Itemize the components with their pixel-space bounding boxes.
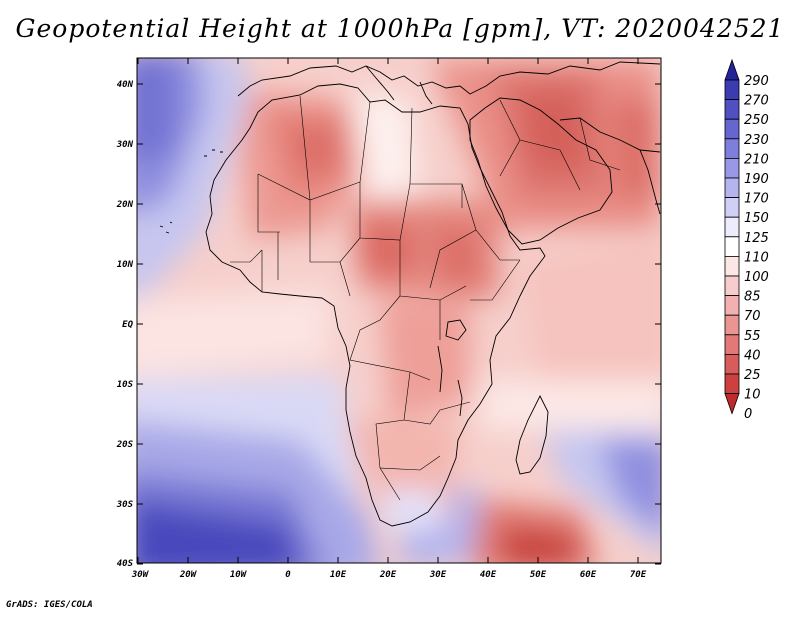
colorbar-segment	[724, 373, 740, 395]
colorbar-segment	[724, 197, 740, 218]
lat-label: EQ	[122, 320, 133, 330]
colorbar-segment	[724, 99, 740, 120]
italy-coastline	[365, 65, 395, 101]
lon-label: 30W	[131, 570, 150, 580]
colorbar-label: 270	[744, 94, 769, 109]
cape-verde	[159, 221, 173, 234]
lon-label: 20W	[179, 570, 198, 580]
colorbar-label: 10	[744, 388, 761, 403]
colorbar-segment	[724, 334, 740, 355]
colorbar-label: 55	[744, 329, 761, 344]
europe-coastline	[237, 61, 661, 97]
colorbar-label: 190	[744, 172, 769, 187]
lat-label: 30S	[116, 500, 134, 510]
lon-label: 70E	[630, 570, 647, 580]
colorbar-label: 110	[744, 250, 769, 265]
colorbar-label: 170	[744, 192, 769, 207]
lake-victoria	[445, 319, 467, 341]
lon-label: 50E	[530, 570, 547, 580]
lon-label: 40E	[480, 570, 497, 580]
credit-text: GrADS: IGES/COLA	[6, 600, 93, 610]
africa-coastline	[205, 83, 546, 527]
plot-frame	[136, 57, 662, 564]
colorbar: 2902702502302101901701501251101008570554…	[724, 58, 769, 422]
lat-label: 20N	[116, 200, 134, 210]
country-borders	[230, 95, 621, 501]
colorbar-segment	[724, 177, 740, 199]
colorbar-segment	[724, 275, 740, 297]
colorbar-segment	[724, 79, 740, 101]
colorbar-segment	[724, 255, 740, 277]
lon-label: 30E	[429, 570, 447, 580]
lon-label: 20E	[379, 570, 397, 580]
lat-label: 40S	[117, 559, 134, 569]
colorbar-label: 100	[744, 270, 769, 285]
colorbar-max-arrow	[724, 58, 740, 81]
lon-label: 10E	[330, 570, 347, 580]
lon-label: 10W	[230, 570, 248, 580]
colorbar-segment	[724, 314, 740, 336]
colorbar-segment	[724, 353, 740, 375]
lon-label: 0	[285, 570, 291, 580]
lat-label: 20S	[116, 440, 134, 450]
colorbar-label: 150	[744, 211, 769, 226]
colorbar-label: 25	[744, 368, 761, 383]
colorbar-label: 230	[744, 133, 769, 148]
chart-title: Geopotential Height at 1000hPa [gpm], VT…	[15, 14, 785, 43]
arabia-coastline	[469, 97, 613, 245]
lat-label: 30N	[116, 140, 134, 150]
colorbar-label: 40	[744, 348, 761, 363]
lat-label: 10S	[117, 380, 134, 390]
coastlines	[159, 61, 661, 527]
colorbar-label: 0	[744, 407, 752, 422]
greece-coastline	[419, 81, 433, 105]
colorbar-segment	[724, 157, 740, 179]
madagascar-coastline	[515, 394, 549, 475]
colorbar-label: 70	[744, 309, 761, 324]
colorbar-label: 85	[744, 290, 761, 305]
colorbar-label: 210	[744, 152, 769, 167]
colorbar-min-arrow	[724, 393, 740, 415]
axis-ticks	[137, 58, 661, 565]
lat-label: 10N	[117, 260, 134, 270]
colorbar-segment	[724, 138, 740, 159]
lon-label: 60E	[580, 570, 597, 580]
lat-label: 40N	[117, 80, 134, 90]
lat-labels: 40N 30N 20N 10N EQ 10S 20S 30S 40S	[116, 80, 134, 569]
lake-malawi	[457, 379, 463, 417]
colorbar-label: 290	[744, 74, 769, 89]
colorbar-label: 250	[744, 113, 769, 128]
asia-coastline	[559, 117, 661, 153]
colorbar-segment	[724, 236, 740, 257]
canary-islands	[204, 149, 223, 157]
india-coastline	[639, 149, 661, 215]
colorbar-segment	[724, 118, 740, 140]
colorbar-segment	[724, 216, 740, 238]
lon-labels: 30W 20W 10W 0 10E 20E 30E 40E 50E 60E 70…	[131, 570, 647, 580]
lake-tanganyika	[437, 345, 443, 393]
colorbar-label: 125	[744, 231, 769, 246]
height-field	[137, 58, 661, 563]
colorbar-segment	[724, 295, 740, 316]
